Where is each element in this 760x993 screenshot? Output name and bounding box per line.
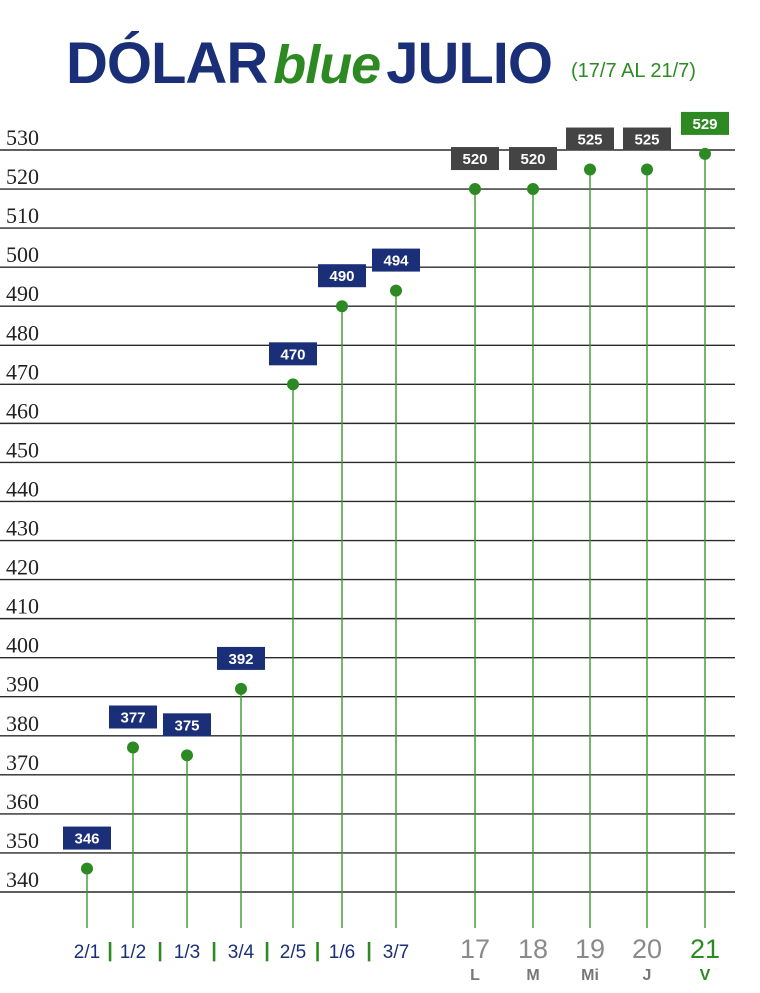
- data-point: [469, 183, 481, 196]
- value-label: 392: [228, 651, 253, 668]
- value-label-box: [163, 713, 211, 737]
- y-tick-label: 370: [6, 750, 39, 775]
- y-tick-label: 380: [6, 711, 39, 736]
- x-weekday-label: Mi: [581, 967, 599, 984]
- value-label-box: [623, 127, 671, 151]
- y-tick-label: 470: [6, 359, 39, 384]
- y-tick-label: 460: [6, 398, 39, 423]
- data-point: [584, 163, 596, 176]
- value-label-box: [509, 147, 557, 171]
- y-tick-label: 400: [6, 633, 39, 658]
- value-label: 525: [577, 132, 602, 149]
- value-label: 494: [383, 253, 409, 270]
- value-label-box: [217, 646, 265, 670]
- y-tick-label: 520: [6, 164, 39, 189]
- y-tick-label: 440: [6, 476, 39, 501]
- y-tick-label: 340: [6, 867, 39, 892]
- y-tick-label: 510: [6, 203, 39, 228]
- value-label: 377: [120, 710, 145, 727]
- value-label: 520: [462, 151, 487, 168]
- data-point: [81, 862, 93, 875]
- value-label-box: [681, 111, 729, 135]
- value-label-box: [372, 248, 420, 272]
- value-label-box: [566, 127, 614, 151]
- x-tick-label: 19: [575, 934, 605, 964]
- value-label-box: [269, 342, 317, 366]
- x-separator: |: [264, 940, 270, 962]
- x-separator: |: [157, 940, 163, 962]
- title-part-julio: JULIO: [386, 31, 553, 96]
- x-separator: |: [315, 940, 321, 962]
- x-tick-label: 1/6: [329, 942, 355, 963]
- value-label-box: [109, 705, 157, 729]
- value-label: 470: [280, 346, 305, 363]
- value-label-box: [318, 264, 366, 288]
- chart-title: DÓLAR blue JULIO: [66, 30, 553, 97]
- x-tick-label: 2/1: [74, 942, 100, 963]
- y-tick-label: 360: [6, 789, 39, 814]
- data-point: [127, 741, 139, 754]
- x-tick-label: 1/3: [174, 942, 200, 963]
- value-label: 520: [520, 151, 545, 168]
- x-tick-label: 20: [632, 934, 662, 964]
- data-point: [699, 147, 711, 160]
- x-separator: |: [366, 940, 372, 962]
- data-point: [235, 682, 247, 695]
- x-weekday-label: V: [700, 967, 711, 984]
- y-tick-label: 420: [6, 555, 39, 580]
- value-label: 346: [74, 831, 99, 848]
- value-label: 490: [329, 268, 354, 285]
- value-label: 529: [692, 116, 717, 133]
- x-separator: |: [211, 940, 217, 962]
- value-label: 375: [174, 717, 199, 734]
- x-tick-label: 18: [518, 934, 548, 964]
- y-tick-label: 500: [6, 242, 39, 267]
- value-label: 525: [634, 132, 659, 149]
- data-point: [336, 300, 348, 313]
- x-tick-label: 3/7: [383, 942, 409, 963]
- x-tick-label: 2/5: [280, 942, 306, 963]
- y-tick-label: 350: [6, 828, 39, 853]
- title-part-dolar: DÓLAR: [66, 31, 268, 96]
- value-label-box: [451, 147, 499, 171]
- chart-subtitle: (17/7 AL 21/7): [571, 60, 696, 82]
- x-tick-label: 1/2: [120, 942, 146, 963]
- x-weekday-label: L: [470, 967, 480, 984]
- y-tick-label: 480: [6, 320, 39, 345]
- x-tick-label: 21: [690, 934, 720, 964]
- data-point: [287, 378, 299, 391]
- y-tick-label: 410: [6, 594, 39, 619]
- y-tick-label: 450: [6, 437, 39, 462]
- title-part-blue: blue: [273, 35, 381, 95]
- x-weekday-label: J: [643, 967, 652, 984]
- x-separator: |: [107, 940, 113, 962]
- data-point: [390, 284, 402, 297]
- data-point: [641, 163, 653, 176]
- x-weekday-label: M: [526, 967, 539, 984]
- data-point: [527, 183, 539, 196]
- y-tick-label: 490: [6, 281, 39, 306]
- value-label-box: [63, 826, 111, 850]
- x-tick-label: 17: [460, 934, 490, 964]
- y-tick-label: 390: [6, 672, 39, 697]
- data-point: [181, 749, 193, 762]
- y-tick-label: 430: [6, 516, 39, 541]
- y-tick-label: 530: [6, 125, 39, 150]
- x-tick-label: 3/4: [228, 942, 255, 963]
